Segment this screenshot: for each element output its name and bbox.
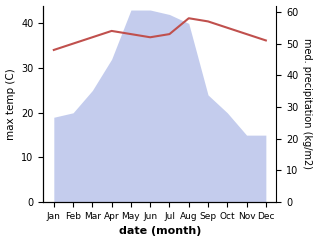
Y-axis label: max temp (C): max temp (C) (5, 68, 16, 140)
Y-axis label: med. precipitation (kg/m2): med. precipitation (kg/m2) (302, 38, 313, 169)
X-axis label: date (month): date (month) (119, 227, 201, 236)
